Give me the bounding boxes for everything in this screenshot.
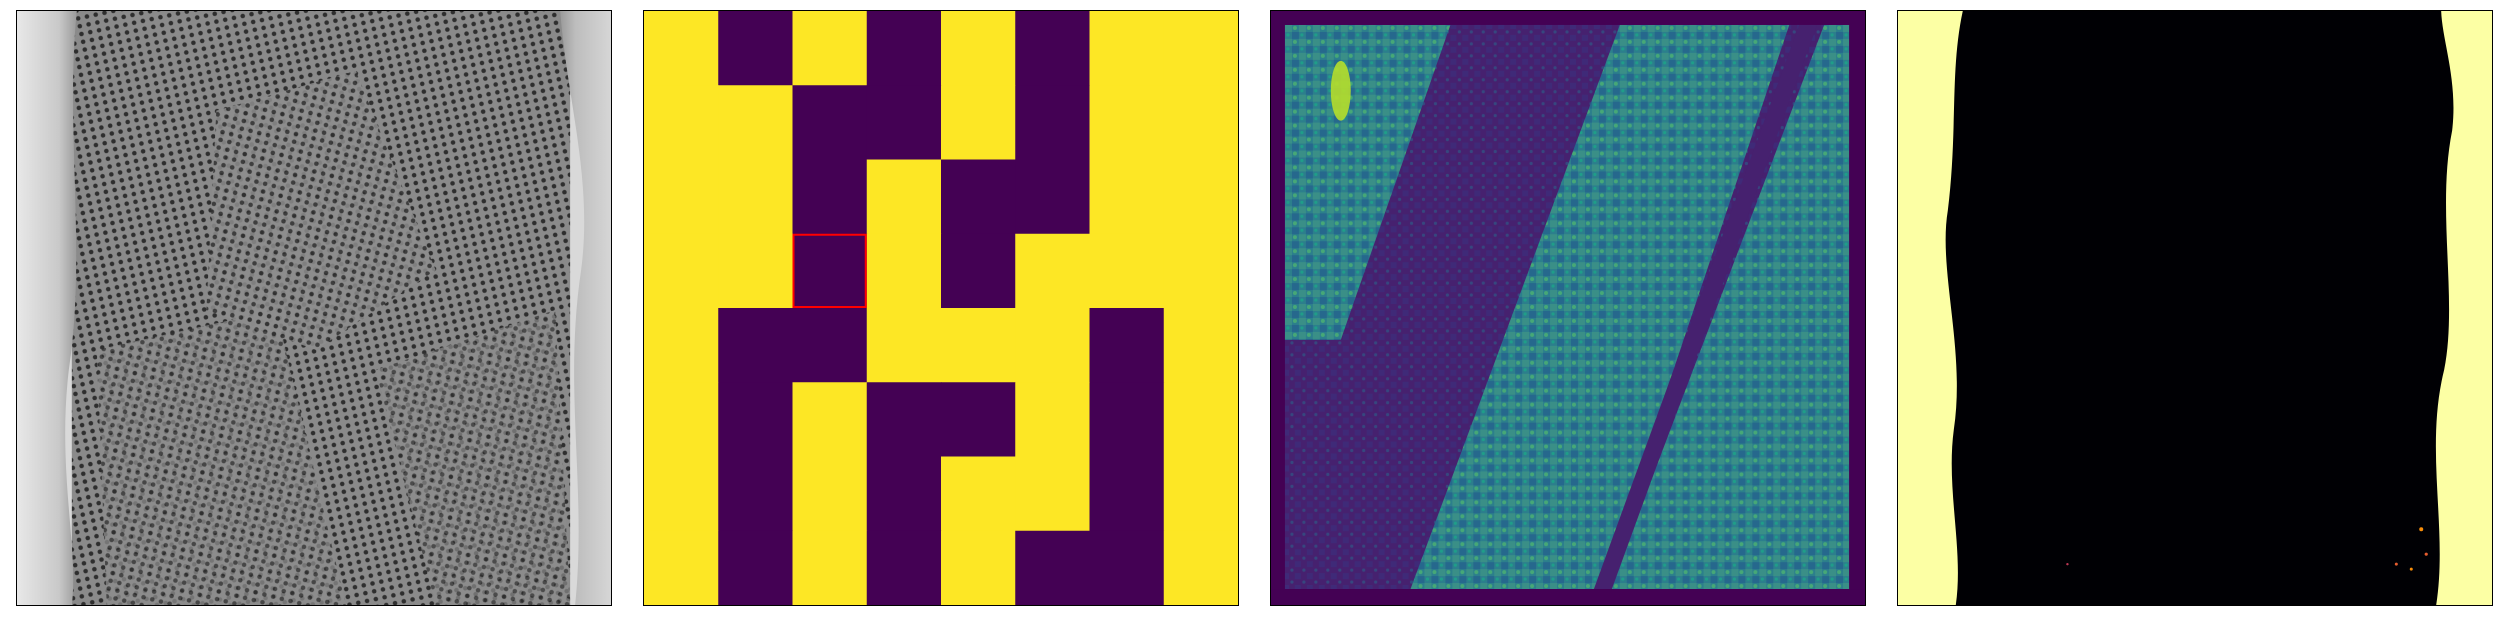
grid-cell bbox=[1015, 85, 1090, 160]
grid-cell bbox=[866, 308, 942, 383]
grid-cell bbox=[792, 85, 868, 160]
grid-cell bbox=[941, 308, 1016, 383]
micrograph-image bbox=[17, 11, 611, 605]
grid-cell bbox=[866, 159, 942, 235]
grid-cell bbox=[1015, 233, 1090, 309]
grid-cell bbox=[1089, 233, 1165, 309]
teal-band-right bbox=[1609, 24, 1850, 590]
grid-cell bbox=[792, 530, 868, 605]
segmentation-mask-image bbox=[1898, 11, 2492, 605]
grid-cell bbox=[941, 233, 1016, 309]
grid-cell bbox=[1163, 382, 1238, 457]
right-mask-region bbox=[2435, 11, 2492, 605]
grid-cell bbox=[792, 308, 868, 383]
grid-cell bbox=[1089, 308, 1165, 383]
grid-cell bbox=[1089, 456, 1165, 532]
grid-cell bbox=[1163, 456, 1238, 532]
binary-grid bbox=[644, 11, 1238, 605]
grid-cell bbox=[644, 85, 719, 160]
grid-cell bbox=[1163, 308, 1238, 383]
grid-cell bbox=[941, 85, 1016, 160]
grid-cell bbox=[644, 530, 719, 605]
grid-cell bbox=[866, 11, 942, 86]
grid-cell bbox=[792, 456, 868, 532]
binary-grid-panel bbox=[643, 10, 1239, 606]
grid-cell bbox=[644, 159, 719, 235]
grid-cell bbox=[718, 85, 793, 160]
grid-cell bbox=[941, 382, 1016, 457]
grid-cell bbox=[644, 233, 719, 309]
grid-cell bbox=[1089, 85, 1165, 160]
left-mask-region bbox=[1898, 11, 1963, 605]
grid-cell bbox=[866, 85, 942, 160]
grid-cell bbox=[1015, 159, 1090, 235]
grid-cell bbox=[792, 159, 868, 235]
segmentation-mask-panel bbox=[1897, 10, 2493, 606]
micrograph-panel bbox=[16, 10, 612, 606]
grid-cell bbox=[644, 456, 719, 532]
dark-stripe bbox=[1593, 24, 1818, 590]
grid-cell bbox=[1163, 233, 1238, 309]
teal-band-left bbox=[1284, 24, 1451, 340]
grid-cell bbox=[866, 530, 942, 605]
grid-cell bbox=[718, 308, 793, 383]
grid-cell bbox=[644, 308, 719, 383]
right-boundary bbox=[560, 11, 611, 605]
grid-cell bbox=[1015, 530, 1090, 605]
grid-cell bbox=[792, 11, 868, 86]
intensity-map-image bbox=[1271, 11, 1865, 605]
grid-cell bbox=[866, 382, 942, 457]
grid-cell bbox=[941, 11, 1016, 86]
grid-cell bbox=[1163, 11, 1238, 86]
grid-cell bbox=[718, 456, 793, 532]
grid-cell bbox=[644, 11, 719, 86]
grid-cell bbox=[718, 530, 793, 605]
grid-cell bbox=[718, 11, 793, 86]
grid-cell bbox=[1163, 530, 1238, 605]
grid-cell bbox=[941, 159, 1016, 235]
highlighted-cell bbox=[792, 233, 867, 308]
grid-cell bbox=[1015, 11, 1090, 86]
grid-cell bbox=[1163, 159, 1238, 235]
grid-cell bbox=[1089, 11, 1165, 86]
grid-cell bbox=[792, 382, 868, 457]
grid-cell bbox=[1015, 456, 1090, 532]
grid-cell bbox=[941, 530, 1016, 605]
grid-cell bbox=[1089, 382, 1165, 457]
grid-cell bbox=[718, 382, 793, 457]
intensity-map-panel bbox=[1270, 10, 1866, 606]
left-boundary bbox=[17, 11, 77, 605]
grid-cell bbox=[1089, 159, 1165, 235]
grid-cell bbox=[1163, 85, 1238, 160]
grid-cell bbox=[718, 159, 793, 235]
grid-cell bbox=[644, 382, 719, 457]
teal-band-center bbox=[1410, 24, 1790, 590]
grid-cell bbox=[866, 456, 942, 532]
grid-cell bbox=[1089, 530, 1165, 605]
grid-cell bbox=[1015, 382, 1090, 457]
grid-cell bbox=[941, 456, 1016, 532]
grid-cell bbox=[718, 233, 793, 309]
grid-cell bbox=[1015, 308, 1090, 383]
grid-cell bbox=[792, 233, 868, 309]
grid-cell bbox=[866, 233, 942, 309]
